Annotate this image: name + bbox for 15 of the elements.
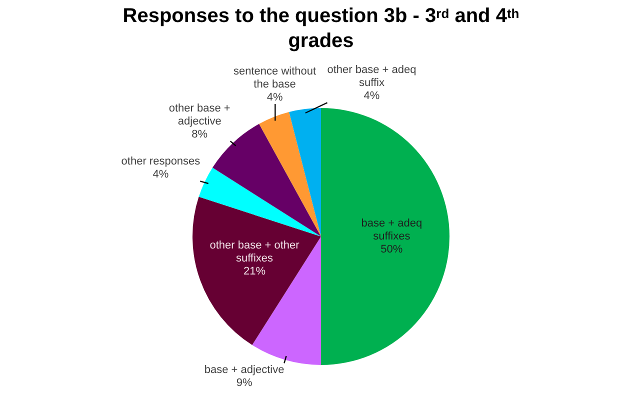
chart-title: Responses to the question 3b - 3$^{rd}$ and 4$^{th}$ grades: [122, 5, 520, 52]
slice-label: base + adeq suffixes: [361, 218, 422, 243]
slice-label: other base + other suffixes: [210, 239, 300, 264]
slice-label: other base + adjective: [168, 102, 230, 128]
data-label: 4%: [364, 90, 380, 102]
slice-label: sentence without the base: [233, 66, 316, 91]
data-label: 9%: [236, 376, 252, 389]
data-label: 4%: [152, 168, 169, 181]
data-label: 4%: [266, 92, 283, 104]
data-label: 8%: [192, 128, 208, 141]
slice-label: base + adjective: [204, 364, 284, 376]
data-label: 21%: [243, 265, 266, 278]
slice-label: other responses: [121, 156, 201, 168]
data-label: 50%: [380, 244, 403, 256]
slice-label: other base + adeq suffix: [327, 64, 416, 90]
